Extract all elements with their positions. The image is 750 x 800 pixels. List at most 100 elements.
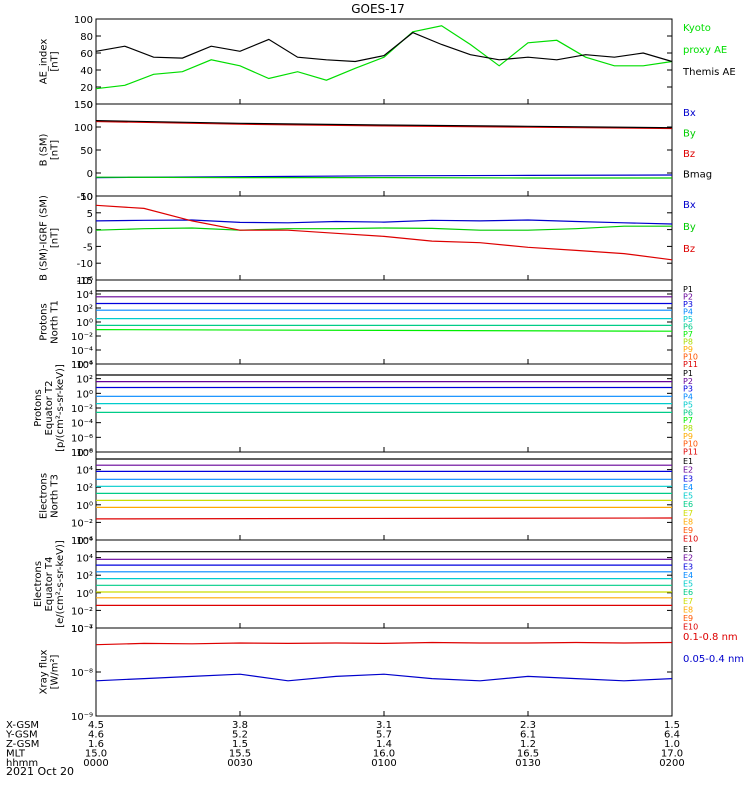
legend-label: P8 [683,338,693,347]
legend-label: E10 [683,535,698,544]
y-tick-label: 10⁶ [76,448,93,459]
y-tick-label: 10⁻⁴ [71,536,93,547]
series-bz [95,120,673,130]
y-axis-label: [nT] [50,228,61,248]
series-bx [95,219,673,225]
y-tick-label: -5 [83,242,93,253]
legend-label: P5 [683,400,693,409]
y-axis-label: [nT] [50,51,61,71]
series-bmag [95,120,673,129]
y-tick-label: 80 [80,32,93,43]
y-tick-label: 10⁻² [71,332,93,343]
legend-label: P2 [683,293,693,302]
time-axis-row-label: Y-GSM [5,730,38,741]
time-axis-value: 4.5 [88,720,104,731]
y-tick-label: 100 [74,15,93,26]
legend-label: E6 [683,588,693,597]
y-tick-label: 10⁻⁴ [71,419,93,430]
legend-label: P6 [683,323,693,332]
legend-label: P10 [683,440,698,449]
panel-pn: 10⁶ 10⁴ 10² 10⁰ 10⁻² 10⁻⁴ 10⁻⁶ Protons North T1 P… [39,276,699,371]
y-axis-label: Equator T2 [44,381,55,436]
time-axis-value: 0200 [659,758,684,769]
y-tick-label: 10⁴ [76,466,93,477]
y-axis-label: Xray flux [39,650,50,695]
time-axis-value: 6.4 [664,730,680,741]
series-0.05-0.4-nm [95,673,673,682]
y-axis-label: [nT] [50,140,61,160]
y-tick-label: 20 [80,83,93,94]
y-tick-label: 100 [74,123,93,134]
legend-label: Themis AE [682,67,736,78]
y-tick-label: -50 [77,192,93,203]
legend-label: E10 [683,623,698,632]
time-axis-value: 1.6 [88,739,104,750]
time-axis-value: 2.3 [520,720,536,731]
y-tick-label: 10² [76,304,93,315]
y-tick-label: 10⁴ [76,360,93,371]
y-tick-label: -15 [77,276,93,287]
legend-label: 0.05-0.4 nm [683,654,744,665]
panel-frame [95,103,673,197]
legend-label: E8 [683,517,693,526]
legend-label: P1 [683,285,693,294]
y-axis-label: Electrons [39,473,50,519]
time-axis-value: 1.0 [664,739,680,750]
y-axis-label: B (SM) [39,133,50,166]
y-tick-label: 150 [74,100,93,111]
series-by [95,225,672,231]
y-tick-label: 10⁻² [71,606,93,617]
time-axis-value: 3.1 [376,720,392,731]
legend-label: P4 [683,308,693,317]
y-tick-label: 0 [87,226,93,237]
y-tick-label: 10⁰ [76,389,93,400]
y-tick-label: 60 [80,49,93,60]
time-axis-row-label: hhmm [6,758,38,769]
time-axis-value: 5.2 [232,730,248,741]
time-axis-row-label: MLT [6,749,26,760]
legend-label: E9 [683,614,693,623]
legend-label: E5 [683,492,693,501]
legend-label: By [683,222,696,233]
y-tick-label: 0 [87,100,93,111]
time-axis-value: 1.5 [232,739,248,750]
legend-label: P6 [683,408,693,417]
y-axis-label: Protons [39,303,50,340]
y-tick-label: 10⁻⁶ [71,360,93,371]
panel-frame [95,363,673,453]
time-axis-value: 1.5 [664,720,680,731]
y-tick-label: 40 [80,66,93,77]
time-axis-value: 1.4 [376,739,392,750]
legend-label: Bx [683,108,696,119]
legend-label: Bx [683,200,696,211]
time-axis-value: 4.6 [88,730,104,741]
y-axis-label: [p/(cm²-s-sr-keV)] [55,364,66,452]
time-axis-value: 16.5 [517,749,539,760]
legend-label: P3 [683,300,693,309]
legend-label: P4 [683,393,693,402]
y-tick-label: 10⁻⁷ [71,624,93,635]
y-tick-label: 10⁰ [76,589,93,600]
time-axis-value: 5.7 [376,730,392,741]
panel-frame [95,18,673,105]
legend-label: E4 [683,571,693,580]
y-tick-label: 0 [87,169,93,180]
time-axis-value: 0130 [515,758,540,769]
legend-label: P10 [683,353,698,362]
time-axis-value: 15.5 [229,749,251,760]
panel-frame [95,539,673,629]
y-tick-label: 10⁰ [76,501,93,512]
figure-title: GOES-17 [351,2,405,16]
legend-label: P7 [683,330,693,339]
y-tick-label: 10⁻⁶ [71,433,93,444]
y-tick-label: 10⁻⁹ [71,712,93,723]
panel-ae: 0 20 40 60 80 100 AE_index [nT] Kyoto proxy AE The… [39,15,736,111]
legend-label: E5 [683,580,693,589]
time-axis-value: 17.0 [661,749,683,760]
y-axis-label: Protons [33,389,44,426]
panel-ee: 10⁶ 10⁴ 10² 10⁰ 10⁻² 10⁻⁴ Electrons Equator T4[… [33,536,698,635]
